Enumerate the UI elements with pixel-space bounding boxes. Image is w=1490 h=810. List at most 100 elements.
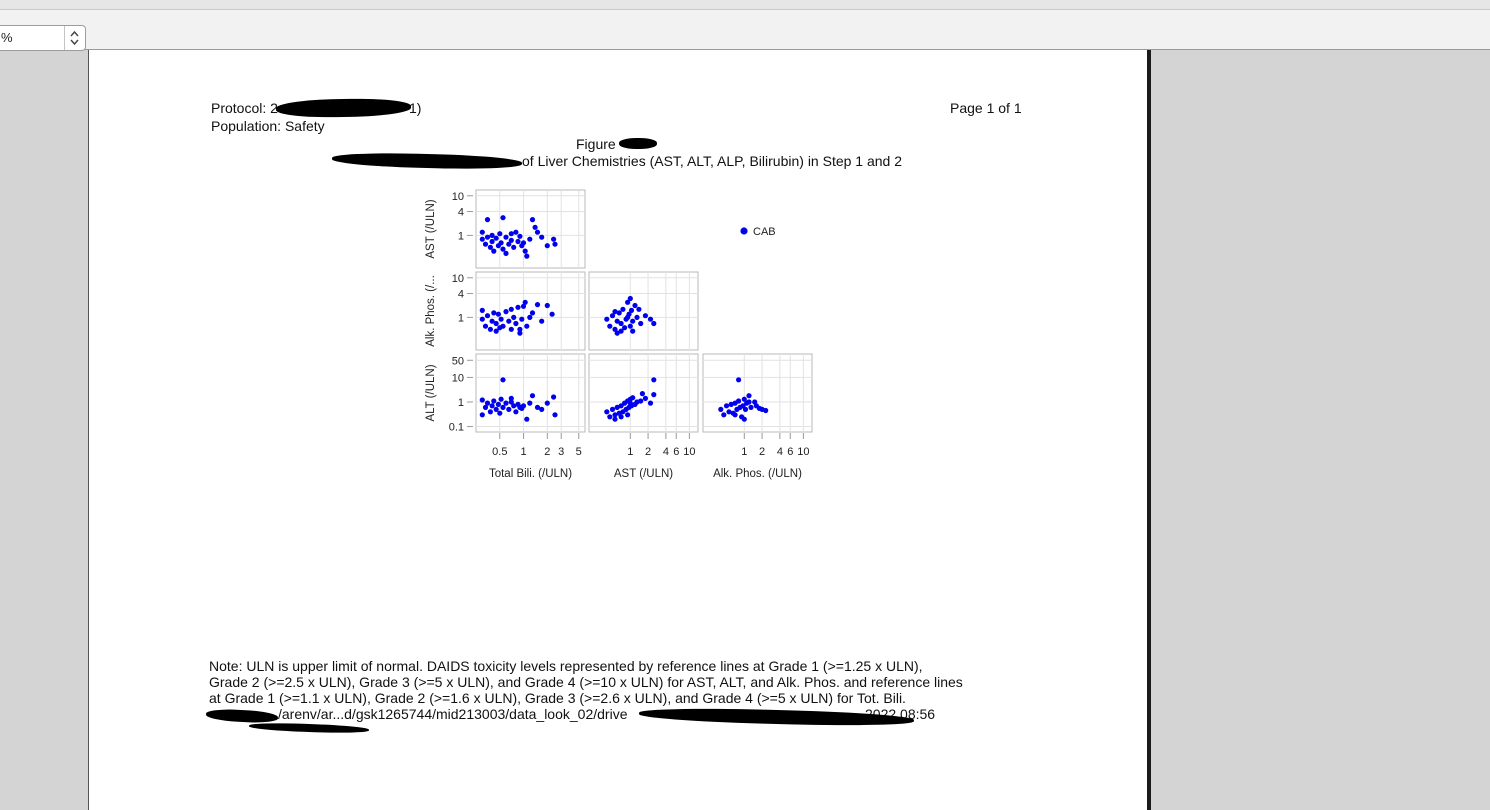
data-point [479,397,485,403]
data-point [612,412,618,418]
data-point [544,302,550,309]
data-point [534,229,541,235]
data-point [479,307,485,313]
updown-arrows-icon[interactable] [64,26,85,50]
data-point [487,409,493,415]
data-point [491,248,497,254]
data-point [527,236,533,242]
data-point [627,295,633,302]
footnote-line: Grade 2 (>=2.5 x ULN), Grade 3 (>=5 x UL… [209,674,963,691]
data-point [552,241,558,247]
data-point [500,246,506,252]
data-point [503,250,509,256]
protocol-tail: 1) [409,100,422,116]
data-point [539,318,545,324]
data-point [517,233,523,239]
data-point [506,241,512,247]
data-point [527,400,533,406]
data-point [484,217,491,223]
y-tick-label: 4 [458,207,464,219]
data-point [487,244,493,250]
data-point [618,414,624,420]
data-point [522,299,528,305]
x-axis-label: Alk. Phos. (/ULN) [713,468,802,480]
data-point [497,231,503,237]
figure-title: of Liver Chemistries (AST, ALT, ALP, Bil… [522,153,903,169]
data-point [651,392,657,398]
data-point [532,224,538,230]
data-point [498,316,504,322]
data-point [539,406,545,412]
y-tick-label: 4 [458,289,464,301]
data-point [746,399,752,405]
panel-frame [475,189,586,269]
data-point [642,395,649,401]
data-point [511,244,517,250]
footnote-line: at Grade 1 (>=1.1 x ULN), Grade 2 (>=1.6… [209,690,906,707]
panel-frame [588,271,699,351]
data-point [651,320,657,327]
data-point [529,310,536,316]
data-point [630,318,636,324]
population-label: Population: Safety [211,118,325,134]
x-axis-label: Total Bili. (/ULN) [489,468,572,480]
data-point [479,229,485,235]
protocol-label: Protocol: 2 [211,100,278,116]
data-point [524,253,530,259]
data-point [520,240,527,246]
data-point [636,306,642,312]
y-axis-label: ALT (/ULN) [425,364,437,421]
data-point [638,320,644,327]
zoom-select[interactable]: % [0,25,86,51]
x-tick-label: 1 [741,446,747,458]
data-point [515,304,521,310]
y-axis-label: Alk. Phos. (/... [425,275,437,347]
data-point [604,409,610,415]
x-tick-label: 6 [673,446,679,458]
y-axis-label: AST (/ULN) [425,199,437,258]
data-point [618,320,624,327]
x-tick-label: 5 [576,446,582,458]
panel-frame [475,353,586,433]
data-point [493,328,499,334]
data-point [625,314,631,320]
data-point [746,393,752,399]
data-point [551,394,557,400]
data-point [742,406,749,412]
data-point [503,309,509,315]
data-point [632,302,638,309]
x-tick-label: 10 [683,446,695,458]
data-point [647,316,654,322]
data-point [614,318,620,324]
data-point [539,234,545,240]
data-point [500,323,506,329]
data-point [630,328,636,334]
x-tick-label: 0.5 [492,446,507,458]
data-point [511,403,517,409]
data-point [524,416,530,422]
data-point [634,314,640,320]
data-point [487,326,493,332]
data-point [511,314,517,320]
data-point [513,320,519,327]
data-point [495,401,501,407]
data-point [612,309,618,315]
zoom-value: % [1,30,13,45]
data-point [500,404,506,410]
legend-marker [740,227,748,235]
x-tick-label: 2 [759,446,765,458]
redaction-scribble [619,138,657,149]
data-point [726,409,732,415]
viewer-toolbar: % [0,10,1490,51]
data-point [618,328,624,334]
data-point [748,404,754,410]
x-tick-label: 2 [645,446,651,458]
data-point [622,325,628,331]
data-point [515,238,521,245]
x-tick-label: 1 [520,446,526,458]
data-point [498,396,504,402]
data-point [508,395,514,401]
x-tick-label: 1 [627,446,633,458]
data-point [495,311,501,317]
